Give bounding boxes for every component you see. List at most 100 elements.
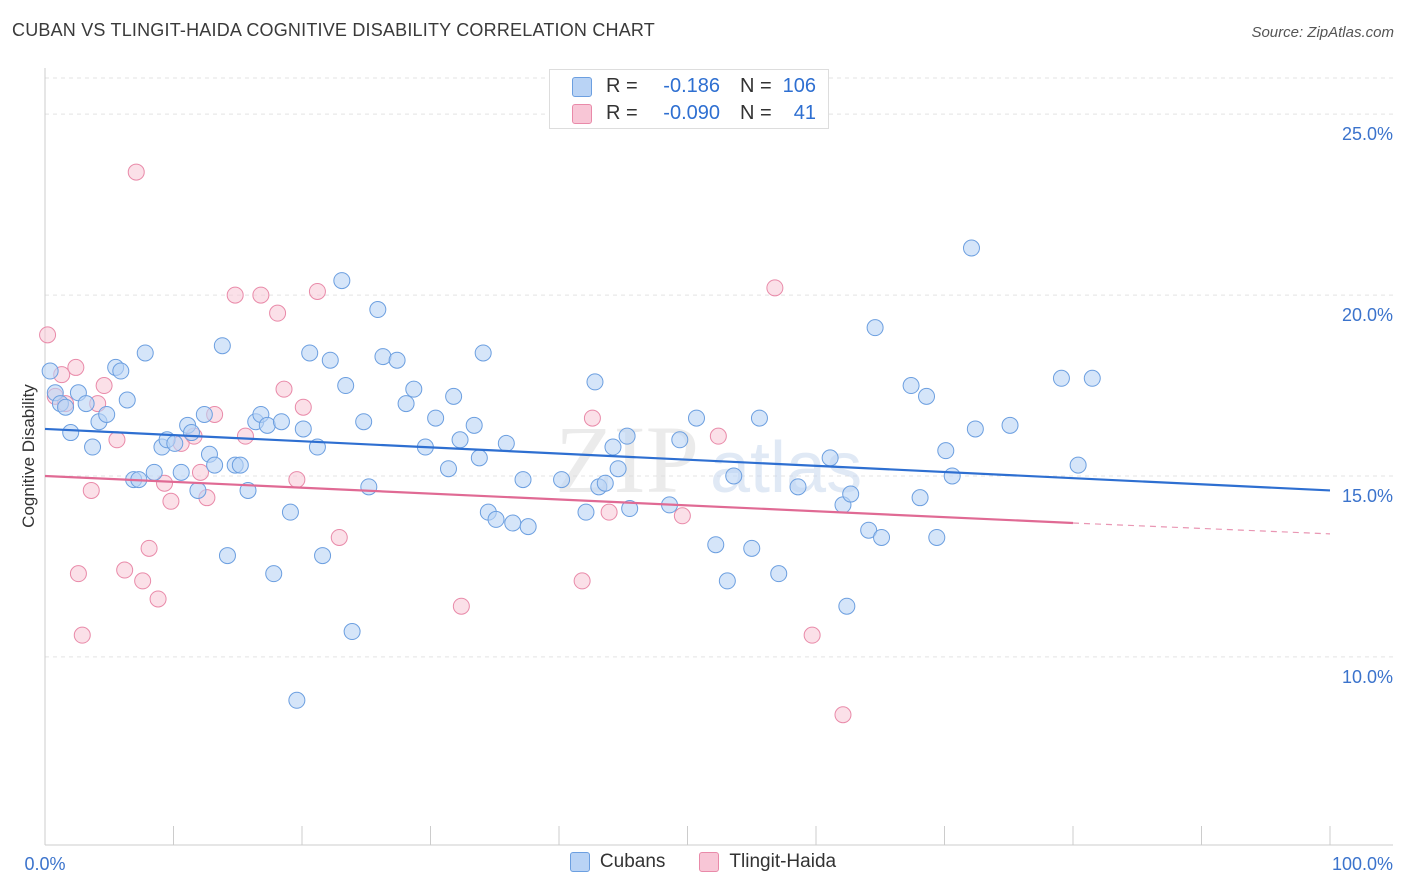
- y-axis-label: Cognitive Disability: [19, 384, 38, 528]
- y-tick-label: 20.0%: [1342, 305, 1393, 325]
- y-tick-label: 25.0%: [1342, 124, 1393, 144]
- legend-item-tlingit-haida[interactable]: Tlingit-Haida: [699, 851, 836, 873]
- cubans-point: [272, 413, 290, 431]
- cubans-point: [553, 471, 571, 489]
- tlingit-haida-swatch: [572, 103, 592, 124]
- cubans-point: [451, 431, 469, 449]
- tlingit-haida-point: [73, 626, 91, 644]
- cubans-point: [343, 623, 361, 641]
- cubans-point: [231, 456, 249, 474]
- cubans-point: [301, 344, 319, 362]
- cubans-point: [519, 518, 537, 536]
- tlingit-haida-point: [294, 398, 312, 416]
- legend-r-value: -0.090: [663, 102, 720, 124]
- cubans-point: [1069, 456, 1087, 474]
- cubans-point: [504, 514, 522, 532]
- cubans-point: [445, 387, 463, 405]
- legend-item-cubans[interactable]: Cubans: [569, 851, 666, 873]
- cubans-point: [333, 272, 351, 290]
- tlingit-haida-point: [330, 528, 348, 546]
- cubans-point: [1083, 369, 1101, 387]
- tlingit-haida-trend-line: [44, 474, 1074, 525]
- tlingit-haida-point: [600, 503, 618, 521]
- cubans-point: [609, 460, 627, 478]
- tlingit-haida-point: [95, 377, 113, 395]
- cubans-point: [937, 442, 955, 460]
- cubans-point: [397, 395, 415, 413]
- cubans-point: [166, 434, 184, 452]
- legend-r-label: R =: [606, 102, 638, 124]
- cubans-point: [474, 344, 492, 362]
- tlingit-haida-point: [766, 279, 784, 297]
- cubans-point: [172, 463, 190, 481]
- cubans-point: [514, 471, 532, 489]
- cubans-point: [621, 500, 639, 518]
- cubans-swatch: [572, 76, 592, 97]
- cubans-point: [821, 449, 839, 467]
- tlingit-haida-point: [573, 572, 591, 590]
- legend-n-label: N =: [740, 75, 772, 97]
- tlingit-haida-point: [149, 590, 167, 608]
- cubans-point: [258, 416, 276, 434]
- legend-row-cubans: R = -0.186 N = 106: [572, 73, 816, 100]
- legend-n-value: 41: [793, 102, 816, 124]
- cubans-point: [57, 398, 75, 416]
- cubans-point: [966, 420, 984, 438]
- tlingit-haida-point: [67, 358, 85, 376]
- tick-labels: 10.0% 15.0% 20.0% 25.0% 0.0% 100.0%: [24, 124, 1393, 874]
- cubans-trend-line: [44, 427, 1331, 492]
- cubans-point: [873, 528, 891, 546]
- correlation-legend: R = -0.186 N = 106 R = -0.090 N = 41: [549, 69, 829, 129]
- tlingit-haida-point: [39, 326, 57, 344]
- cubans-point: [577, 503, 595, 521]
- cubans-point: [750, 409, 768, 427]
- cubans-point: [427, 409, 445, 427]
- tlingit-haida-point: [191, 463, 209, 481]
- cubans-point: [725, 467, 743, 485]
- cubans-point: [911, 489, 929, 507]
- tlingit-haida-point: [140, 539, 158, 557]
- legend-label-cubans: Cubans: [599, 851, 666, 872]
- trend-lines: [44, 427, 1331, 535]
- tlingit-haida-point: [583, 409, 601, 427]
- cubans-point: [294, 420, 312, 438]
- cubans-point: [838, 597, 856, 615]
- tlingit-haida-point: [226, 286, 244, 304]
- cubans-point: [206, 456, 224, 474]
- legend-r-label: R =: [606, 75, 638, 97]
- tlingit-haida-point: [162, 492, 180, 510]
- cubans-point: [41, 362, 59, 380]
- cubans-point: [281, 503, 299, 521]
- cubans-point: [918, 387, 936, 405]
- cubans-point: [604, 438, 622, 456]
- tlingit-haida-point: [275, 380, 293, 398]
- tlingit-haida-point: [673, 507, 691, 525]
- cubans-point: [195, 405, 213, 423]
- cubans-point: [218, 547, 236, 565]
- tlingit-haida-point: [308, 282, 326, 300]
- y-tick-label: 10.0%: [1342, 667, 1393, 687]
- axes: [44, 68, 1393, 846]
- cubans-point: [487, 510, 505, 528]
- tlingit-haida-point: [452, 597, 470, 615]
- cubans-point: [265, 565, 283, 583]
- legend-r-value: -0.186: [663, 75, 720, 97]
- cubans-point: [355, 413, 373, 431]
- tlingit-haida-point: [236, 427, 254, 445]
- tlingit-haida-point: [82, 481, 100, 499]
- cubans-point: [321, 351, 339, 369]
- cubans-point: [118, 391, 136, 409]
- cubans-point: [789, 478, 807, 496]
- cubans-point: [902, 377, 920, 395]
- y-tick-label: 15.0%: [1342, 486, 1393, 506]
- cubans-point: [182, 424, 200, 442]
- cubans-point: [860, 521, 878, 539]
- cubans-point: [314, 547, 332, 565]
- cubans-point: [62, 424, 80, 442]
- source-credit: Source: ZipAtlas.com: [1251, 24, 1394, 41]
- legend-n-label: N =: [740, 102, 772, 124]
- x-tick-label-start: 0.0%: [24, 854, 65, 874]
- cubans-legend-swatch: [569, 852, 590, 872]
- cubans-point: [687, 409, 705, 427]
